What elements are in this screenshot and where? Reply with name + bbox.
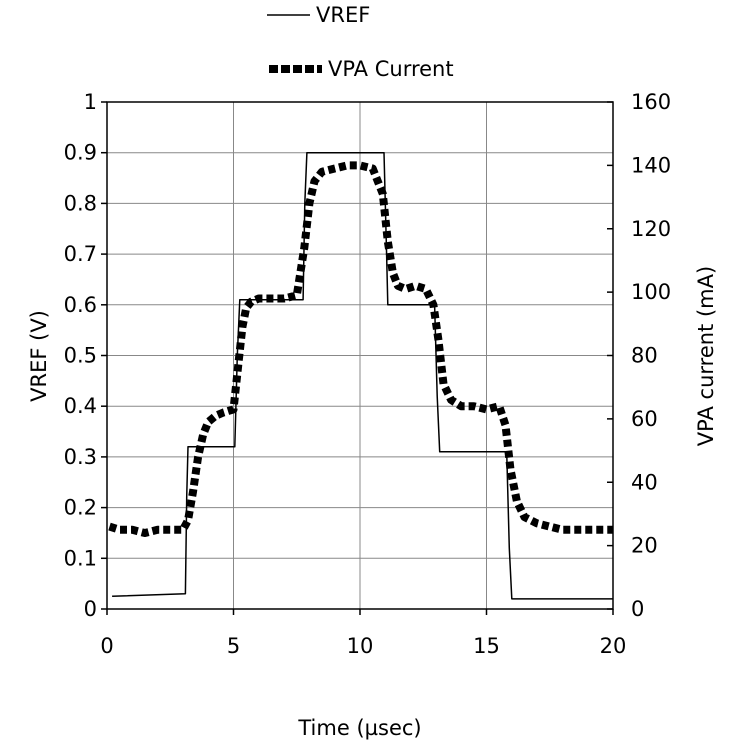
y-right-tick-label: 60 (631, 407, 658, 431)
x-axis-label: Time (µsec) (297, 716, 421, 740)
legend-label-vpa-current: VPA Current (328, 57, 454, 81)
y-left-tick-label: 0.5 (64, 344, 97, 368)
plot-area (108, 151, 613, 600)
series-line-vref (112, 151, 613, 600)
y-left-tick-label: 1 (84, 90, 97, 114)
y-right-tick-label: 100 (631, 280, 671, 304)
y-left-tick-label: 0.4 (64, 394, 97, 418)
y-left-tick-label: 0 (84, 597, 97, 621)
legend-label-vref: VREF (316, 3, 370, 27)
y-left-tick-label: 0.9 (64, 141, 97, 165)
y-left-tick-label: 0.6 (64, 293, 97, 317)
x-tick-label: 0 (100, 634, 113, 658)
x-tick-label: 10 (347, 634, 374, 658)
y-right-tick-label: 140 (631, 153, 671, 177)
y-left-tick-label: 0.3 (64, 445, 97, 469)
y-left-tick-label: 0.1 (64, 546, 97, 570)
left-tick-labels: 0 0.1 0.2 0.3 0.4 0.5 0.6 0.7 0.8 0.9 1 (64, 90, 97, 621)
right-tick-labels: 0 20 40 60 80 100 120 140 160 (631, 90, 671, 621)
x-tick-label: 20 (600, 634, 627, 658)
y-right-tick-label: 120 (631, 217, 671, 241)
y-right-tick-label: 40 (631, 470, 658, 494)
y-right-tick-label: 80 (631, 344, 658, 368)
y-axis-left-label: VREF (V) (27, 310, 51, 402)
series-line-vpa-current (108, 161, 613, 537)
y-left-tick-label: 0.2 (64, 496, 97, 520)
y-right-tick-label: 20 (631, 534, 658, 558)
y-right-tick-label: 0 (631, 597, 644, 621)
y-left-tick-label: 0.7 (64, 242, 97, 266)
plot-frame (106, 101, 614, 610)
y-left-tick-label: 0.8 (64, 191, 97, 215)
x-tick-labels: 0 5 10 15 20 (100, 634, 626, 658)
axes (101, 101, 614, 615)
y-right-tick-label: 160 (631, 90, 671, 114)
x-tick-label: 5 (227, 634, 240, 658)
y-axis-right-label: VPA current (mA) (694, 266, 718, 446)
legend: VREF VPA Current (267, 3, 454, 81)
gridlines (107, 102, 613, 609)
x-tick-label: 15 (473, 634, 500, 658)
